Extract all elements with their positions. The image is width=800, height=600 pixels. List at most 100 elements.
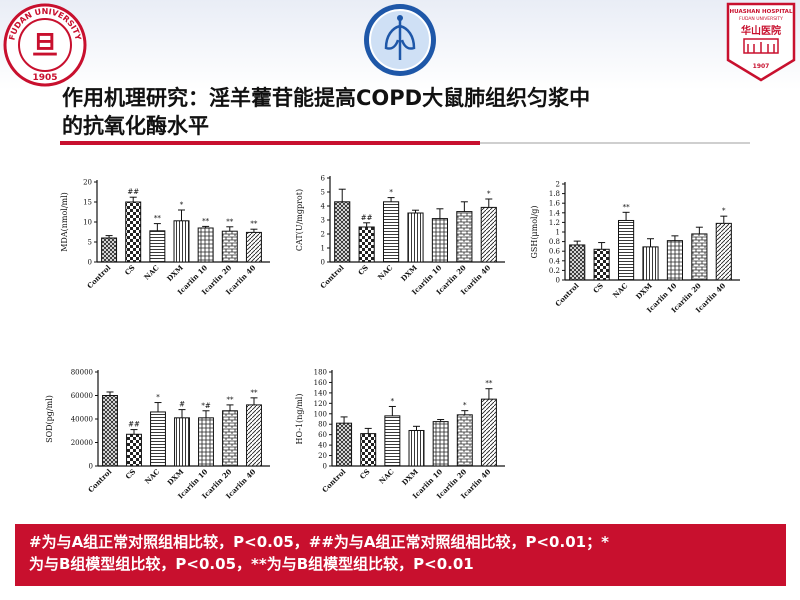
gsh-y-tick-label: 0.4	[549, 257, 561, 265]
cat-significance-label: ##	[361, 214, 373, 222]
ho1-significance-label: **	[485, 380, 493, 388]
gsh-category-label: Control	[553, 281, 581, 309]
sod-bar	[222, 410, 238, 467]
mda-y-tick-label: 10	[83, 219, 92, 227]
mda-bar	[221, 230, 238, 263]
mda-significance-label: **	[202, 217, 210, 225]
gsh-bar	[569, 244, 586, 281]
mda-bar-chart: 0 5 10 15 20 MDA(nmol/ml) Control ## CS ** NAC * DXM…	[60, 179, 270, 297]
ho1-y-axis-label: HO-1(ng/ml)	[295, 394, 304, 445]
sod-y-tick-label: 60000	[71, 392, 93, 400]
gsh-y-tick-label: 0.8	[549, 238, 560, 246]
ho1-bar-chart: 0 20 40 60 80 100 120 140 160 180 HO-1(ng/ml) Contr…	[295, 369, 505, 501]
mda-y-tick-label: 5	[88, 239, 92, 247]
gsh-significance-label: **	[623, 203, 631, 211]
significance-note-line1: #为与A组正常对照组相比较，P<0.05，##为与A组正常对照组相比较，P<0.…	[29, 533, 609, 551]
cat-bar	[334, 201, 351, 263]
ho1-y-tick-label: 100	[314, 410, 327, 418]
mda-significance-label: ##	[127, 188, 139, 196]
mda-bar	[101, 237, 118, 263]
mda-bar	[173, 220, 190, 263]
sod-significance-label: *	[156, 394, 160, 402]
gsh-y-tick-label: 1.6	[549, 200, 561, 208]
cat-y-tick-label: 4	[321, 203, 326, 211]
cat-category-label: DXM	[399, 263, 419, 283]
mda-significance-label: *	[180, 201, 184, 209]
cat-category-label: Control	[318, 263, 346, 291]
gsh-bar-chart: 0 0.2 0.40.6 0.81 1.2 1.41.6 1.82 GSH(μmol/g) Co…	[530, 181, 740, 315]
ho1-y-tick-label: 160	[314, 379, 327, 387]
ho1-bar	[336, 422, 353, 467]
title-divider-accent	[60, 141, 480, 145]
significance-note: #为与A组正常对照组相比较，P<0.05，##为与A组正常对照组相比较，P<0.…	[15, 524, 786, 586]
mda-category-label: NAC	[142, 263, 161, 282]
gsh-y-tick-label: 2	[556, 181, 560, 189]
huashan-hospital-logo: HUASHAN HOSPITAL FUDAN UNIVERSITY 华山医院 1…	[726, 2, 796, 82]
significance-note-line2: 为与B组模型组比较，P<0.05，**为与B组模型组比较，P<0.01	[29, 555, 474, 573]
fudan-logo-year: 1905	[32, 73, 57, 83]
ho1-y-tick-label: 80	[318, 421, 327, 429]
gsh-bar	[691, 233, 708, 281]
cat-category-label: CS	[356, 263, 370, 277]
ho1-category-label: CS	[358, 467, 372, 481]
ho1-y-tick-label: 180	[314, 369, 327, 377]
ho1-category-label: DXM	[400, 467, 420, 487]
gsh-y-tick-label: 0.6	[549, 248, 561, 256]
gsh-bar	[593, 248, 610, 281]
mda-bar	[125, 201, 142, 263]
fudan-university-logo: FUDAN UNIVERSITY 旦 1905	[3, 3, 87, 87]
cat-significance-label: *	[487, 190, 491, 198]
gsh-y-tick-label: 1.4	[549, 209, 561, 217]
gsh-y-tick-label: 0.2	[549, 267, 560, 275]
sod-y-axis-label: SOD(pg/ml)	[45, 395, 54, 443]
gsh-y-tick-label: 1.2	[549, 219, 560, 227]
sod-bar	[102, 395, 118, 467]
ho1-y-tick-label: 60	[318, 431, 327, 439]
gsh-category-label: DXM	[634, 281, 654, 301]
ho1-bar	[456, 414, 473, 467]
sod-y-tick-label: 80000	[71, 369, 93, 377]
mda-significance-label: **	[226, 218, 234, 226]
mda-category-label: Control	[85, 263, 113, 291]
sod-y-tick-label: 40000	[71, 416, 93, 424]
cat-y-tick-label: 3	[321, 217, 325, 225]
mda-y-axis-label: MDA(nmol/ml)	[60, 192, 69, 252]
sod-category-label: CS	[124, 467, 138, 481]
sod-significance-label: *#	[201, 402, 211, 410]
mda-bar	[197, 227, 214, 263]
sod-bar	[198, 417, 214, 467]
mda-y-tick-label: 15	[83, 199, 92, 207]
sod-significance-label: **	[227, 396, 235, 404]
sod-category-label: NAC	[143, 467, 162, 486]
slide-title-line2: 的抗氧化酶水平	[62, 114, 209, 138]
gsh-significance-label: *	[722, 207, 726, 215]
gsh-bar	[642, 246, 659, 281]
gsh-bar	[617, 219, 635, 281]
sod-y-tick-label: 20000	[71, 439, 93, 447]
center-emblem-logo	[364, 4, 436, 76]
gsh-y-tick-label: 1.8	[549, 190, 560, 198]
fudan-logo-char: 旦	[32, 31, 58, 61]
ho1-y-tick-label: 40	[318, 442, 327, 450]
sod-bar	[126, 433, 142, 467]
cat-y-axis-label: CAT(U/mgprot)	[295, 189, 304, 251]
huashan-logo-text: HUASHAN HOSPITAL	[730, 9, 793, 15]
cat-y-tick-label: 6	[321, 175, 326, 183]
ho1-significance-label: *	[463, 402, 467, 410]
mda-category-label: DXM	[165, 263, 185, 283]
mda-bar	[245, 231, 262, 263]
huashan-logo-sub: FUDAN UNIVERSITY	[739, 16, 783, 22]
cat-bar	[480, 206, 497, 263]
mda-significance-label: **	[250, 220, 258, 228]
cat-bar	[431, 218, 449, 263]
cat-bar	[456, 211, 473, 263]
mda-y-tick-label: 20	[83, 179, 92, 187]
sod-y-tick-label: 0	[89, 463, 93, 471]
gsh-category-label: NAC	[611, 281, 630, 300]
ho1-y-tick-label: 0	[323, 463, 327, 471]
ho1-category-label: NAC	[377, 467, 396, 486]
mda-bar	[149, 230, 166, 263]
sod-bar	[174, 417, 190, 467]
cat-bar	[358, 226, 375, 263]
sod-category-label: Control	[86, 467, 114, 495]
